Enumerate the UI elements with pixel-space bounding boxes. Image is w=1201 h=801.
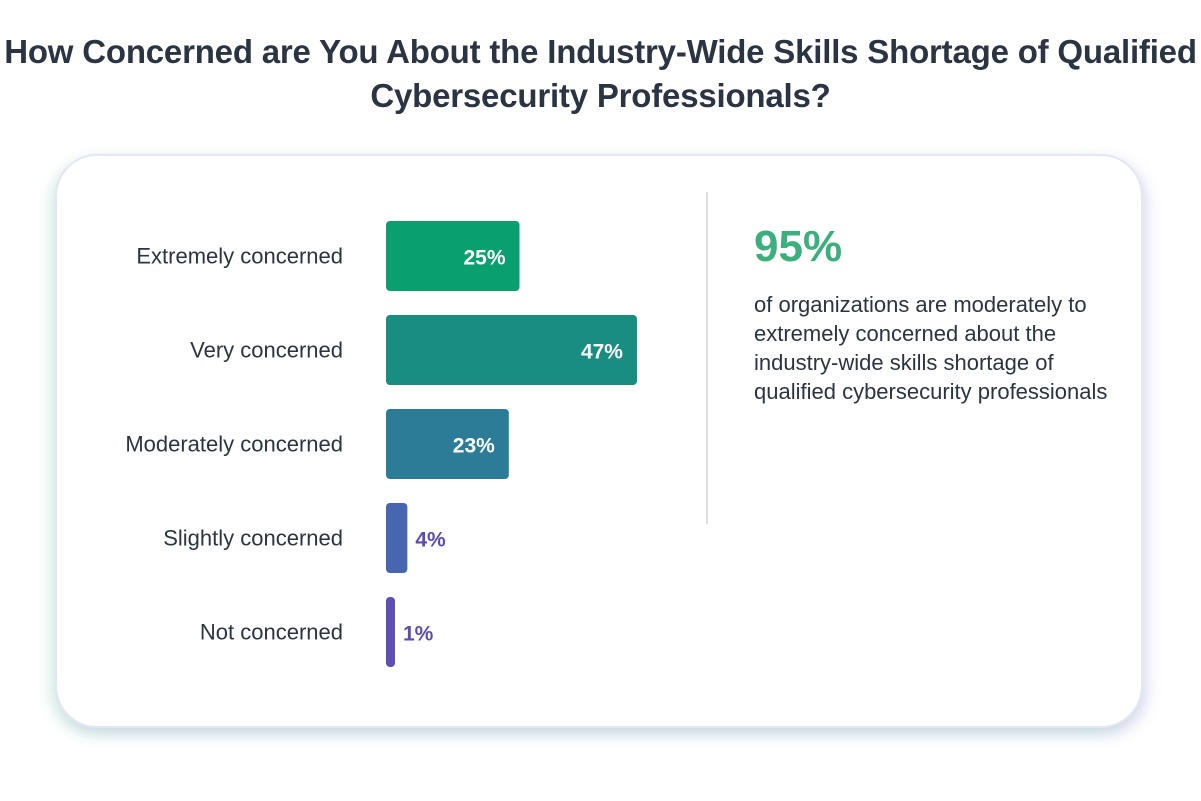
callout-value: 95%: [754, 222, 843, 271]
divider: [706, 192, 708, 524]
bar: [386, 597, 395, 667]
category-label: Moderately concerned: [125, 432, 343, 457]
category-label: Very concerned: [190, 338, 343, 363]
bar: [386, 503, 408, 573]
chart-card: Extremely concerned 25% Very concerned 47% M…: [55, 154, 1143, 728]
category-label: Not concerned: [200, 620, 343, 645]
value-label: 25%: [463, 247, 505, 270]
category-label: Slightly concerned: [163, 526, 343, 551]
bar: [386, 315, 637, 385]
value-label: 47%: [581, 341, 623, 364]
callout-text: of organizations are moderately to extre…: [754, 292, 1108, 404]
value-label: 1%: [403, 623, 434, 646]
value-label: 4%: [415, 529, 446, 552]
chart-title: How Concerned are You About the Industry…: [4, 33, 1197, 114]
category-label: Extremely concerned: [136, 244, 343, 269]
bar: [386, 409, 509, 479]
value-label: 23%: [453, 435, 495, 458]
bar-chart: Extremely concerned 25% Very concerned 47% M…: [125, 221, 637, 667]
bar: [386, 221, 520, 291]
